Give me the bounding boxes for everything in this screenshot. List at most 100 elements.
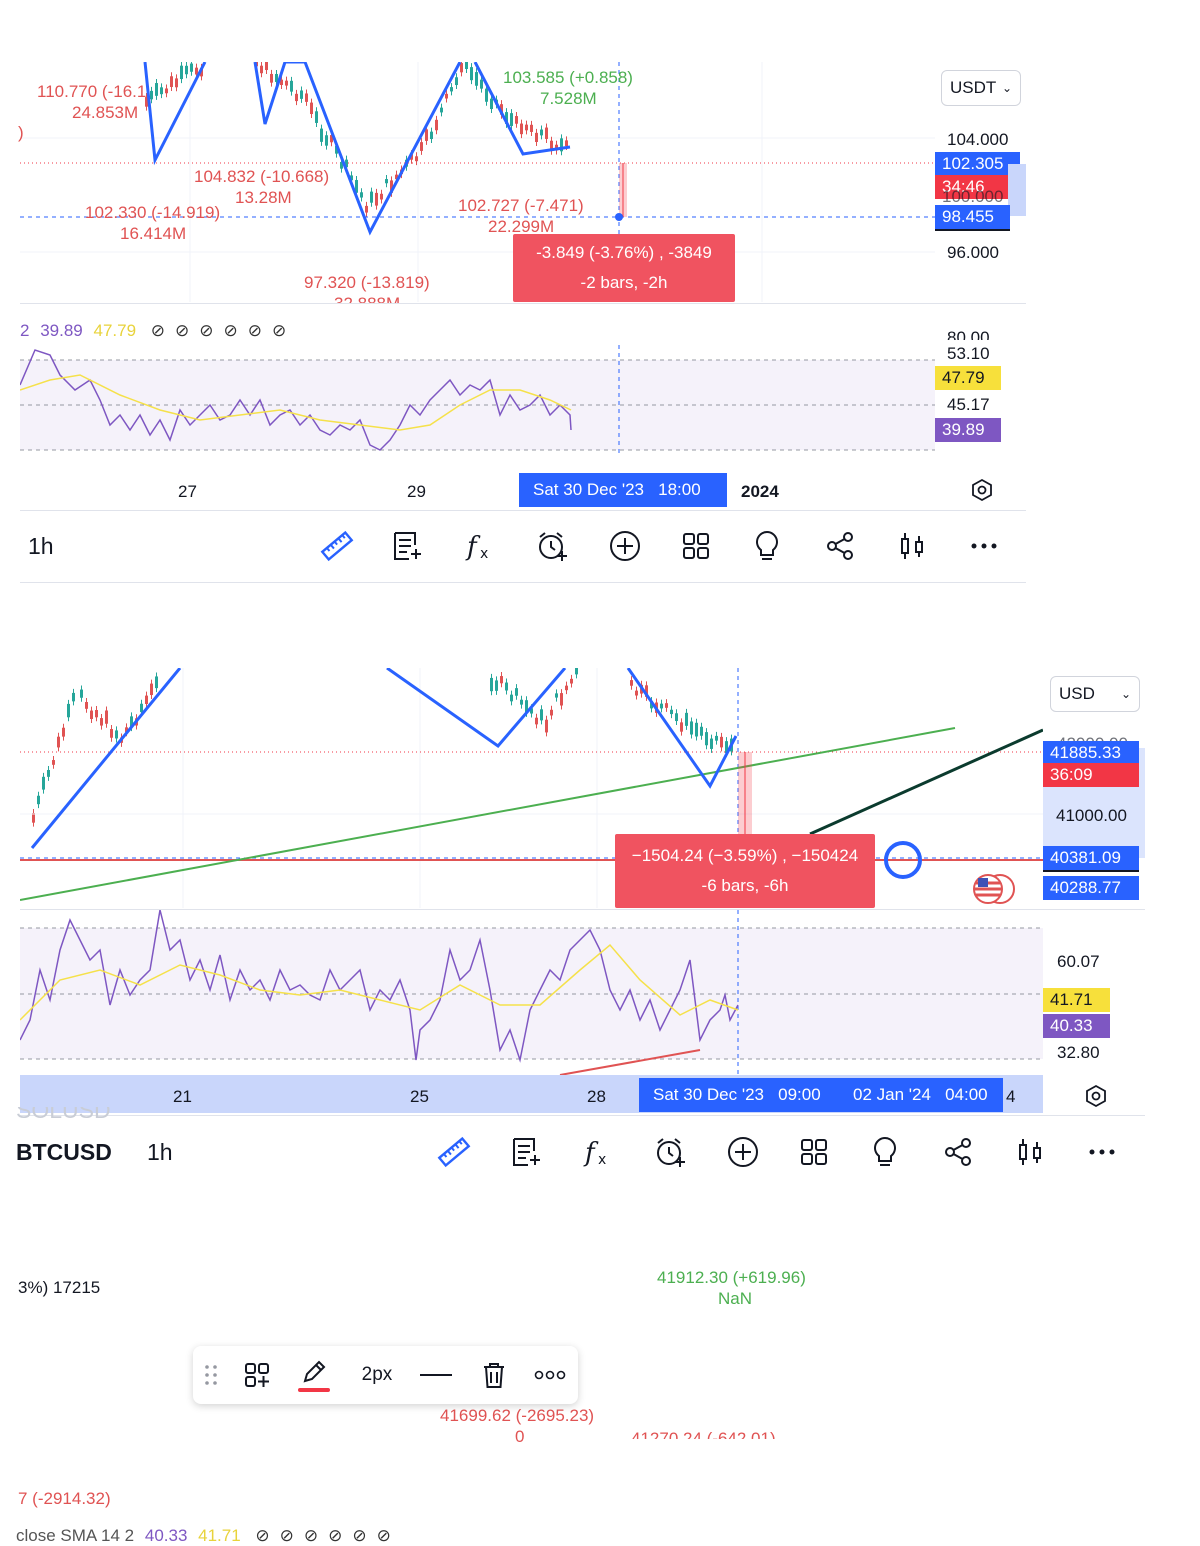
- ruler-icon[interactable]: [318, 527, 356, 565]
- top-ann-8: 16.414M: [120, 224, 187, 243]
- top-ann-2: ): [18, 123, 24, 142]
- top-price-svg: [20, 62, 935, 302]
- top-rsi-value-tag: 39.89: [935, 418, 1001, 442]
- bottom-xaxis-separator: [20, 1115, 1145, 1116]
- more-icon[interactable]: [533, 1365, 567, 1385]
- top-measure-axis-band: [1008, 164, 1026, 216]
- more-icon[interactable]: [965, 527, 1003, 565]
- top-ann-11: 97.320 (-13.819): [304, 273, 430, 292]
- bottom-currency-dropdown[interactable]: USD ⌄: [1050, 676, 1140, 712]
- top-cursor-price-tag: 98.455: [935, 205, 1010, 231]
- svg-text:x: x: [598, 1152, 606, 1168]
- bottom-xtick-28: 28: [587, 1087, 606, 1106]
- top-timeframe-button[interactable]: 1h: [28, 532, 54, 559]
- top-rsi-legend-sma: 47.79: [93, 321, 137, 340]
- note-icon[interactable]: [507, 1133, 545, 1171]
- bottom-time-badge-2: 02 Jan '24 04:00: [837, 1078, 1003, 1112]
- grid-icon[interactable]: [795, 1133, 833, 1171]
- top-measure-label: -3.849 (-3.76%) , -3849 -2 bars, -2h: [513, 234, 735, 302]
- bottom-chart[interactable]: 3%) 17215 41912.30 (+619.96) NaN 41699.6…: [0, 600, 1200, 1546]
- note-icon[interactable]: [388, 527, 426, 565]
- settings-icon[interactable]: [970, 478, 994, 502]
- bottom-countdown-tag: 36:09: [1043, 763, 1139, 787]
- plus-icon[interactable]: [724, 1133, 762, 1171]
- svg-text:f: f: [465, 532, 481, 562]
- share-icon[interactable]: [821, 527, 859, 565]
- bottom-price-plot[interactable]: [20, 668, 1043, 908]
- top-xaxis-separator: [20, 510, 1026, 511]
- bottom-xtick-21: 21: [173, 1087, 192, 1106]
- grid-icon[interactable]: [677, 527, 715, 565]
- bottom-timeframe-button[interactable]: 1h: [147, 1138, 173, 1165]
- bottom-rsi-svg: [20, 910, 1043, 1075]
- top-currency-dropdown[interactable]: USDT ⌄: [941, 70, 1021, 106]
- bulb-icon[interactable]: [866, 1133, 904, 1171]
- bottom-measure-line2: -6 bars, -6h: [701, 876, 789, 895]
- bottom-xtick-25: 25: [410, 1087, 429, 1106]
- top-xtick-29: 29: [407, 482, 426, 501]
- top-rsi-legend[interactable]: 2 39.89 47.79 ⊘⊘⊘⊘⊘⊘: [20, 321, 296, 341]
- top-rsi-axis-53: 53.10: [947, 344, 990, 363]
- top-measure-line2: -2 bars, -2h: [580, 273, 668, 292]
- top-price-plot[interactable]: [20, 62, 935, 302]
- top-rsi-svg: [20, 345, 935, 455]
- more-icon[interactable]: [1083, 1133, 1121, 1171]
- top-countdown-tag: 34:46: [935, 175, 1020, 199]
- svg-text:f: f: [583, 1138, 599, 1168]
- bottom-symbol-button[interactable]: BTCUSD: [16, 1138, 112, 1165]
- bottom-rsi-axis-60: 60.07: [1057, 952, 1100, 971]
- bottom-pane-separator[interactable]: [20, 909, 1145, 910]
- top-toolbar-separator: [20, 582, 1026, 583]
- chevron-down-icon: ⌄: [1120, 687, 1131, 701]
- bottom-current-price-tag: 41885.33: [1043, 741, 1139, 765]
- settings-icon[interactable]: [1084, 1084, 1108, 1108]
- share-icon[interactable]: [939, 1133, 977, 1171]
- top-ann-3: 103.585 (+0.858): [503, 68, 633, 87]
- drag-icon[interactable]: [201, 1360, 221, 1390]
- top-pane-separator[interactable]: [20, 303, 1026, 304]
- bottom-ann-1: 41912.30 (+619.96): [657, 1268, 806, 1287]
- trash-icon[interactable]: [479, 1359, 509, 1391]
- candles-icon[interactable]: [1011, 1133, 1049, 1171]
- bottom-price-svg: [20, 668, 1043, 908]
- top-xtick-2024: 2024: [741, 482, 779, 501]
- bottom-rsi-legend-prefix: close SMA 14 2: [16, 1526, 135, 1545]
- top-chart[interactable]: 110.770 (-16.1 24.853M ) 103.585 (+0.858…: [0, 0, 1200, 590]
- top-rsi-legend-prefix: 2: [20, 321, 30, 340]
- bottom-rsi-legend[interactable]: close SMA 14 2 40.33 41.71 ⊘⊘⊘⊘⊘⊘: [16, 1526, 407, 1546]
- bottom-rsi-plot[interactable]: [20, 910, 1043, 1075]
- top-rsi-plot[interactable]: [20, 345, 935, 455]
- top-ann-7: 102.330 (-14.919): [85, 203, 221, 222]
- svg-text:x: x: [480, 546, 488, 562]
- drawing-floating-toolbar[interactable]: 2px: [193, 1346, 578, 1404]
- top-ann-9: 102.727 (-7.471): [458, 196, 584, 215]
- top-axis-96: 96.000: [947, 243, 999, 262]
- line-icon[interactable]: [419, 1360, 453, 1390]
- line-width-button[interactable]: 2px: [361, 1364, 393, 1385]
- candles-icon[interactable]: [893, 527, 931, 565]
- bottom-ann-4: 0: [515, 1427, 525, 1446]
- pencil-icon[interactable]: [296, 1353, 332, 1397]
- bottom-currency-label: USD: [1059, 684, 1095, 703]
- alarm-icon[interactable]: [533, 527, 571, 565]
- alarm-icon[interactable]: [651, 1133, 689, 1171]
- ruler-icon[interactable]: [435, 1133, 473, 1171]
- grid-icon[interactable]: [241, 1359, 273, 1391]
- bottom-measure-label: −1504.24 (−3.59%) , −150424 -6 bars, -6h: [615, 834, 875, 908]
- top-rsi-sma-tag: 47.79: [935, 366, 1001, 390]
- bottom-ann-6: 7 (-2914.32): [18, 1489, 111, 1508]
- bottom-ann-0: 3%) 17215: [18, 1278, 101, 1298]
- us-flag-icon[interactable]: [972, 873, 1016, 905]
- bottom-rsi-legend-rsi: 40.33: [144, 1526, 188, 1545]
- bottom-xtick-4: 4: [1006, 1087, 1016, 1106]
- top-rsi-legend-rsi: 39.89: [40, 321, 83, 340]
- plus-icon[interactable]: [606, 527, 644, 565]
- bottom-measure-line1: −1504.24 (−3.59%) , −150424: [631, 846, 859, 865]
- bulb-icon[interactable]: [748, 527, 786, 565]
- empty-set-icon: ⊘⊘⊘⊘⊘⊘: [150, 321, 297, 340]
- empty-set-icon: ⊘⊘⊘⊘⊘⊘: [255, 1526, 401, 1545]
- bottom-rsi-legend-sma: 41.71: [198, 1526, 241, 1545]
